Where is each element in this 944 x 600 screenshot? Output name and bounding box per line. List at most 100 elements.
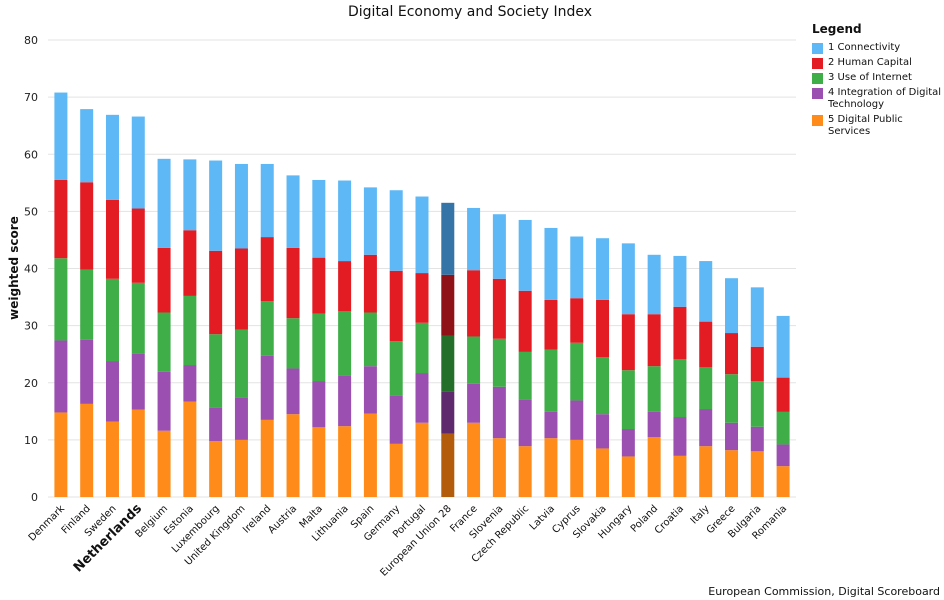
bar-segment (131, 409, 145, 497)
bar-segment (234, 397, 248, 440)
y-tick-label: 0 (31, 491, 38, 504)
bar-segment (544, 227, 558, 300)
x-tick-label: Denmark (27, 503, 67, 543)
bar-segment (260, 301, 274, 356)
bar-segment (415, 422, 429, 497)
bar-segment (312, 257, 326, 314)
bar-segment (183, 295, 197, 366)
bar-segment (286, 175, 300, 248)
bar-segment (338, 426, 352, 497)
bar-segment (570, 400, 584, 440)
bar-segment (286, 318, 300, 369)
x-tick-label: Austria (266, 503, 299, 536)
bar-segment (441, 391, 455, 434)
bar-segment (518, 290, 532, 352)
bar-segment (105, 278, 119, 362)
legend-label: 4 Integration of Digital Technology (828, 87, 942, 110)
bar-segment (621, 456, 635, 497)
bar-segment (415, 373, 429, 423)
bar-segment (725, 278, 739, 334)
bar-segment (544, 438, 558, 497)
bar-segment (234, 163, 248, 249)
bar-segment (363, 254, 377, 313)
bar-segment (673, 455, 687, 497)
bar-segment (105, 421, 119, 497)
bar-segment (183, 401, 197, 497)
y-tick-label: 70 (24, 91, 38, 104)
bar-segment (209, 441, 223, 497)
bar-segment (647, 437, 661, 497)
bar-segment (157, 312, 171, 372)
bar-segment (725, 333, 739, 375)
bar-segment (518, 351, 532, 400)
legend-title: Legend (812, 22, 862, 36)
bar-segment (415, 322, 429, 374)
bar-segment (673, 417, 687, 456)
bar-segment (570, 236, 584, 299)
bar-segment (363, 413, 377, 497)
bar-segment (467, 336, 481, 384)
bar-segment (647, 254, 661, 315)
bar-segment (776, 315, 790, 378)
bar-segment (570, 342, 584, 401)
bar-segment (54, 258, 68, 341)
bar-segment (570, 439, 584, 497)
bar-segment (544, 411, 558, 439)
chart-title: Digital Economy and Society Index (348, 4, 592, 20)
bar-segment (518, 219, 532, 291)
bar-segment (596, 414, 610, 449)
legend-item: 3 Use of Internet (812, 72, 942, 84)
bar-segment (131, 116, 145, 209)
bar-segment (157, 371, 171, 431)
y-tick-label: 10 (24, 434, 38, 447)
bar-segment (492, 386, 506, 439)
bar-segment (492, 214, 506, 279)
bar-segment (54, 92, 68, 180)
bar-segment (234, 248, 248, 330)
y-tick-labels: 0 10 20 30 40 50 60 70 80 (24, 34, 38, 504)
bar-segment (54, 412, 68, 497)
bar-segment (209, 407, 223, 442)
bars (54, 92, 790, 497)
bar-segment (621, 370, 635, 430)
bar-segment (415, 196, 429, 274)
bar-segment (699, 409, 713, 447)
source-note: European Commission, Digital Scoreboard (708, 585, 940, 598)
bar-segment (467, 207, 481, 271)
bar-segment (776, 411, 790, 445)
legend-item: 1 Connectivity (812, 42, 942, 54)
bar-segment (183, 159, 197, 231)
bar-segment (750, 346, 764, 382)
x-tick-label: Italy (689, 503, 712, 526)
bar-segment (596, 357, 610, 415)
bar-segment (80, 339, 94, 404)
bar-segment (570, 298, 584, 343)
bar-segment (544, 299, 558, 350)
bar-segment (338, 180, 352, 262)
bar-segment (157, 247, 171, 313)
bar-segment (131, 208, 145, 283)
bar-segment (389, 341, 403, 396)
bar-segment (363, 312, 377, 367)
bar-segment (389, 395, 403, 444)
bar-segment (54, 179, 68, 259)
bar-segment (750, 426, 764, 452)
bar-segment (312, 313, 326, 382)
bar-segment (441, 274, 455, 336)
bar-segment (467, 270, 481, 337)
legend-swatch (812, 58, 823, 69)
bar-segment (596, 299, 610, 358)
legend-swatch (812, 115, 823, 126)
bar-segment (183, 365, 197, 402)
legend: Legend 1 Connectivity 2 Human Capital 3 Us… (812, 22, 942, 141)
bar-segment (750, 451, 764, 497)
bar-segment (596, 238, 610, 300)
legend-label: 5 Digital Public Services (828, 114, 903, 137)
legend-label: 1 Connectivity (828, 42, 901, 53)
bar-segment (363, 187, 377, 255)
y-tick-label: 40 (24, 263, 38, 276)
bar-segment (286, 368, 300, 415)
bar-segment (209, 250, 223, 335)
bar-segment (338, 375, 352, 427)
